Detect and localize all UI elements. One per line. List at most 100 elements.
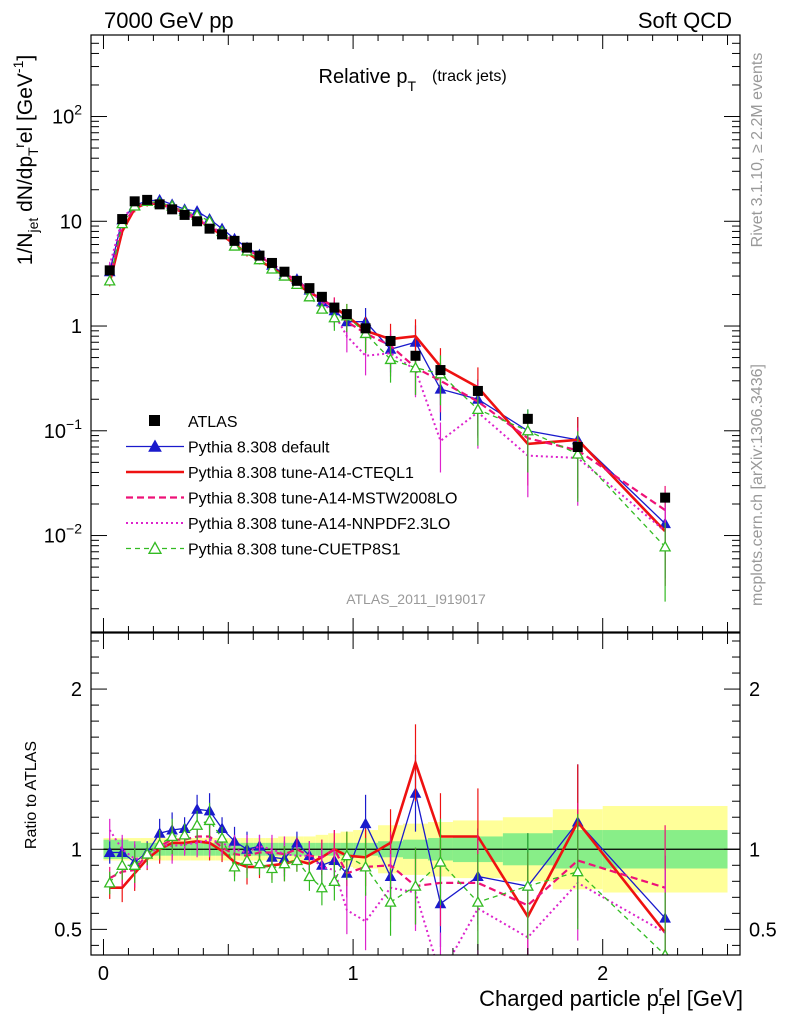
pythia-8-308-tune-cuetp8s1-ratio-point	[190, 818, 204, 830]
atlas-point	[129, 196, 140, 207]
pythia-8-308-tune-cuetp8s1-point	[328, 311, 341, 323]
y-tick-label: 102	[52, 102, 82, 129]
pythia-8-308-tune-a14-mstw2008lo-line	[108, 200, 666, 512]
x-tick-label: 0	[98, 963, 109, 985]
pythia-8-308-tune-cuetp8s1-point	[315, 302, 328, 314]
pythia-8-308-tune-cuetp8s1-ratio-point	[178, 828, 191, 840]
pythia-8-308-tune-cuetp8s1-point	[471, 403, 485, 415]
pythia-8-308-tune-cuetp8s1-ratio-point	[166, 830, 179, 842]
ratio-series	[103, 724, 671, 955]
legend-atlas-marker	[149, 415, 160, 426]
pythia-8-308-tune-cuetp8s1-point	[103, 274, 116, 286]
pythia-8-308-tune-cuetp8s1-ratio-point	[141, 847, 154, 859]
y-axis-label: 1/Njet dN/dpTrel [GeV-1]	[10, 55, 41, 265]
atlas-point	[660, 492, 671, 503]
pythia-8-308-tune-a14-mstw2008lo-ratio-line	[109, 835, 666, 907]
chart-title-suffix: (track jets)	[432, 68, 507, 85]
ratio-y-axis-label: Ratio to ATLAS	[23, 741, 40, 849]
atlas-point	[572, 442, 583, 453]
legend-pythia-8-308-tune-cuetp8s1-label: Pythia 8.308 tune-CUETP8S1	[188, 542, 401, 559]
atlas-point	[316, 291, 327, 302]
pythia-8-308-tune-cuetp8s1-ratio-point	[328, 874, 341, 886]
atlas-point	[179, 209, 190, 220]
atlas-point	[360, 323, 371, 334]
atlas-point	[435, 365, 446, 376]
legend-pythia-8-308-tune-a14-mstw2008lo-label: Pythia 8.308 tune-A14-MSTW2008LO	[188, 491, 457, 508]
ratio-panel-tick-labels: 0.5 0.5 1 1 2 2 0 1 2	[54, 679, 777, 985]
pythia-8-308-tune-cuetp8s1-ratio-point	[303, 870, 316, 882]
analysis-label: ATLAS_2011_I919017	[346, 591, 486, 607]
pythia-8-308-default-ratio-line	[109, 790, 666, 919]
ratio-panel-frame	[90, 632, 741, 956]
pythia-8-308-default-ratio-point	[359, 817, 372, 829]
y-tick-label: 10	[60, 211, 82, 233]
pythia-8-308-tune-cuetp8s1-ratio-point	[240, 854, 254, 866]
pythia-8-308-tune-cuetp8s1-point	[265, 262, 279, 274]
pythia-8-308-tune-a14-nnpdf2-3lo-line	[108, 201, 666, 532]
main-panel-data	[103, 193, 672, 602]
pythia-8-308-tune-cuetp8s1-ratio-point	[521, 879, 534, 891]
atlas-point	[254, 250, 265, 261]
pythia-8-308-tune-cuetp8s1-ratio-point	[290, 854, 304, 866]
pythia-8-308-default-ratio-point	[103, 846, 116, 857]
atlas-point	[472, 385, 483, 396]
pythia-8-308-tune-cuetp8s1-point	[659, 540, 672, 552]
legend-atlas-label: ATLAS	[188, 414, 238, 431]
atlas-point	[167, 204, 178, 215]
pythia-8-308-tune-cuetp8s1-ratio-point	[128, 858, 141, 870]
atlas-point	[522, 413, 533, 424]
mcplots-label: mcplots.cern.ch [arXiv:1306.3436]	[749, 364, 766, 606]
atlas-point	[142, 194, 153, 205]
pythia-8-308-tune-cuetp8s1-point	[521, 424, 534, 436]
main-panel-frame	[90, 34, 741, 633]
pythia-8-308-tune-a14-nnpdf2-3lo-ratio-line	[108, 829, 666, 955]
pythia-8-308-tune-cuetp8s1-ratio-point	[103, 876, 116, 888]
pythia-8-308-tune-cuetp8s1-ratio-point	[315, 881, 328, 893]
atlas-point	[117, 214, 128, 225]
pythia-8-308-tune-cuetp8s1-ratio-point	[471, 895, 485, 907]
legend-pythia-8-308-tune-cuetp8s1-marker	[147, 541, 163, 554]
pythia-8-308-tune-cuetp8s1-ratio-point	[203, 814, 216, 826]
energy-label: 7000 GeV pp	[104, 8, 234, 33]
pythia-8-308-tune-cuetp8s1-ratio-point	[265, 862, 279, 874]
pythia-8-308-tune-cuetp8s1-ratio-point	[116, 858, 129, 870]
atlas-point	[341, 309, 352, 320]
pythia-8-308-tune-cuetp8s1-ratio-line	[109, 819, 666, 955]
ratio-y-tick-label-right: 2	[749, 679, 760, 701]
chart-title: Relative pT	[319, 66, 417, 94]
pythia-8-308-tune-cuetp8s1-ratio-point	[359, 860, 372, 872]
legend-pythia-8-308-default-label: Pythia 8.308 default	[188, 440, 330, 457]
ratio-y-tick-label: 0.5	[54, 919, 82, 941]
main-panel-ticks	[91, 34, 740, 632]
pythia-8-308-tune-cuetp8s1-ratio-point	[228, 860, 241, 872]
y-tick-label: 10−1	[44, 416, 82, 443]
legend-pythia-8-308-tune-a14-cteql1-label: Pythia 8.308 tune-A14-CTEQL1	[188, 465, 414, 482]
atlas-point	[217, 229, 228, 240]
atlas-point	[104, 265, 115, 276]
pythia-8-308-tune-cuetp8s1-point	[303, 290, 316, 302]
x-tick-label: 1	[348, 963, 359, 985]
atlas-point	[204, 223, 215, 234]
pythia-8-308-tune-cuetp8s1-ratio-point	[278, 857, 291, 869]
atlas-point	[154, 199, 165, 210]
ratio-panel-data	[103, 724, 740, 955]
main-panel-y-tick-labels: 10−2 10−1 1 10 102	[44, 102, 82, 548]
x-axis-label: Charged particle pTrel [GeV]	[479, 983, 743, 1018]
y-tick-label: 10−2	[44, 521, 82, 548]
pythia-8-308-tune-cuetp8s1-point	[384, 353, 397, 365]
ratio-y-tick-label: 1	[71, 839, 82, 861]
pythia-8-308-tune-cuetp8s1-ratio-point	[384, 895, 397, 907]
y-tick-label: 1	[71, 316, 82, 338]
pythia-8-308-tune-cuetp8s1-ratio-point	[153, 838, 166, 850]
pythia-8-308-tune-cuetp8s1-ratio-point	[571, 865, 584, 877]
atlas-point	[410, 350, 421, 361]
pythia-8-308-default-line	[109, 199, 666, 525]
pythia-8-308-tune-cuetp8s1-ratio-point	[434, 855, 447, 867]
legend: ATLAS Pythia 8.308 default Pythia 8.308 tu…	[126, 414, 457, 559]
pythia-8-308-tune-cuetp8s1-ratio-point	[215, 831, 229, 843]
atlas-point	[279, 266, 290, 277]
ratio-y-tick-label: 2	[71, 679, 82, 701]
atlas-point	[192, 216, 203, 227]
